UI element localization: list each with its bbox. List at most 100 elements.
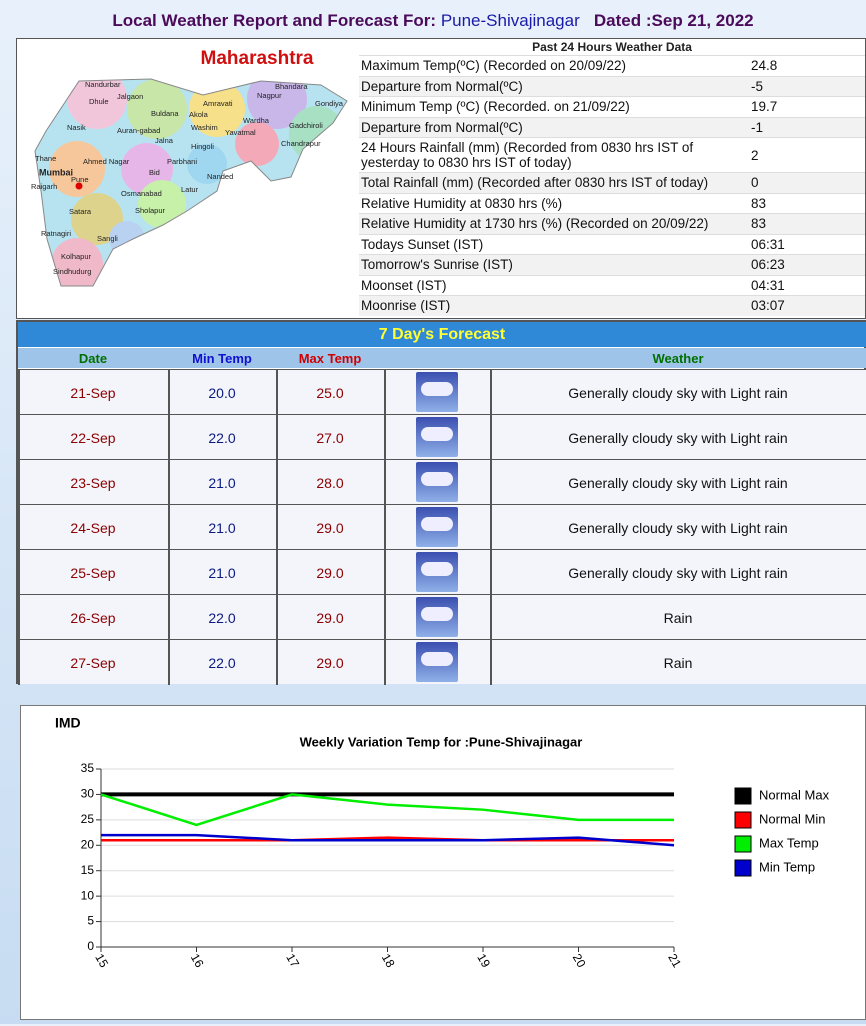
place-label: Amravati [203,99,233,108]
cell-divider [384,595,386,640]
legend-label: Normal Min [759,811,825,826]
cloud [421,607,453,621]
past-value: 03:07 [751,298,785,314]
y-tick-label: 20 [81,837,95,851]
cell-divider [168,415,170,460]
x-tick-label: 16 [188,951,207,970]
column-header: Weather [652,350,704,366]
forecast-cell: 22.0 [208,654,236,671]
place-label: Parbhani [167,157,197,166]
legend-swatch [734,859,752,877]
place-label: Nagpur [257,91,282,100]
forecast-cell: 21.0 [208,474,236,491]
forecast-cell: 22.0 [208,429,236,446]
chart-source: IMD [55,715,81,731]
x-tick-label: 20 [570,951,589,970]
y-tick-label: 15 [81,863,95,877]
forecast-panel: 7 Day's Forecast Date Min Temp Max Temp Wea… [16,320,866,685]
cell-divider [490,640,492,685]
y-tick-label: 30 [81,787,95,801]
past-row: Moonset (IST) 04:31 [359,274,865,295]
past-panel: Maharashtra Nandurbar Jalgaon Dhule Bhandar… [16,38,866,319]
cell-divider [18,595,20,640]
past-label: Relative Humidity at 1730 hrs (%) (Recor… [361,216,709,232]
forecast-row: 27-Sep 22.0 29.0 Rain [18,639,866,685]
y-tick-label: 5 [87,914,94,928]
place-label: Mumbai [39,167,73,177]
forecast-cell: Rain [663,609,693,626]
past-label: Moonset (IST) [361,277,447,293]
place-label: Chandrapur [281,139,321,148]
past-label: Moonrise (IST) [361,298,451,314]
forecast-row: 21-Sep 20.0 25.0 Generally cloudy sky with … [18,369,866,415]
past-label: Relative Humidity at 0830 hrs (%) [361,195,563,211]
place-label: Bhandara [275,82,308,91]
cloud [421,382,453,396]
x-tick-label: 19 [474,951,493,970]
x-tick-label: 21 [665,951,684,970]
forecast-cell: 23-Sep [70,474,116,491]
x-tick-label: 17 [283,951,302,970]
past-value: 0 [751,175,759,191]
forecast-cell: Generally cloudy sky with Light rain [568,519,788,536]
map-title: Maharashtra [201,48,314,69]
place-label: Nasik [67,123,86,132]
cell-divider [168,370,170,415]
place-label: Latur [181,185,199,194]
cell-divider [276,595,278,640]
forecast-cell: 26-Sep [70,609,116,626]
forecast-cell: 22-Sep [70,429,116,446]
weather-icon [416,372,458,412]
cell-divider [18,550,20,595]
forecast-cell: 25.0 [316,384,344,401]
header: Local Weather Report and Forecast For: P… [0,4,866,38]
place-label: Sholapur [135,206,166,215]
series-line [101,833,675,847]
past-row: Tomorrow's Sunrise (IST) 06:23 [359,254,865,275]
cell-divider [168,505,170,550]
cloud [421,427,453,441]
place-label: Bid [149,168,160,177]
cell-divider [168,595,170,640]
past-value: 06:31 [751,236,785,252]
past-row: 24 Hours Rainfall (mm) (Recorded from 08… [359,137,865,172]
past-value: -1 [751,119,764,135]
y-tick-label: 0 [87,939,94,953]
place-label: Jalgaon [117,92,143,101]
forecast-cell: 29.0 [316,609,344,626]
cell-divider [276,415,278,460]
place-label: Wardha [243,116,270,125]
forecast-title: 7 Day's Forecast [18,322,866,347]
cell-divider [384,550,386,595]
place-label: Yavatmal [225,128,256,137]
place-label: Sangli [97,234,118,243]
place-label: Gondiya [315,99,344,108]
past-row: Departure from Normal(ºC) -5 [359,75,865,96]
forecast-cell: Generally cloudy sky with Light rain [568,474,788,491]
cloud [421,472,453,486]
past-row: Relative Humidity at 0830 hrs (%) 83 [359,192,865,213]
place-label: Jalna [155,136,174,145]
y-tick-label: 25 [81,812,95,826]
cloud [421,517,453,531]
column-header: Date [78,350,108,366]
place-label: Dhule [89,97,109,106]
cell-divider [384,505,386,550]
past-label: Maximum Temp(ºC) (Recorded on 20/09/22) [361,58,627,74]
x-tick-label: 18 [379,951,398,970]
cell-divider [490,460,492,505]
past-row: Relative Humidity at 1730 hrs (%) (Recor… [359,213,865,234]
cell-divider [18,640,20,685]
past-row: Total Rainfall (mm) (Recorded after 0830… [359,172,865,193]
place-label: Pune [71,175,89,184]
place-label: Ahmed Nagar [83,157,130,166]
weather-icon [416,642,458,682]
forecast-row: 24-Sep 21.0 29.0 Generally cloudy sky with … [18,504,866,550]
past-value: -5 [751,78,764,94]
station-dot [75,182,83,190]
place-label: Gadchiroli [289,121,323,130]
place-label: Buldana [151,109,179,118]
forecast-cell: 29.0 [316,654,344,671]
legend-label: Min Temp [759,859,815,874]
cell-divider [168,550,170,595]
